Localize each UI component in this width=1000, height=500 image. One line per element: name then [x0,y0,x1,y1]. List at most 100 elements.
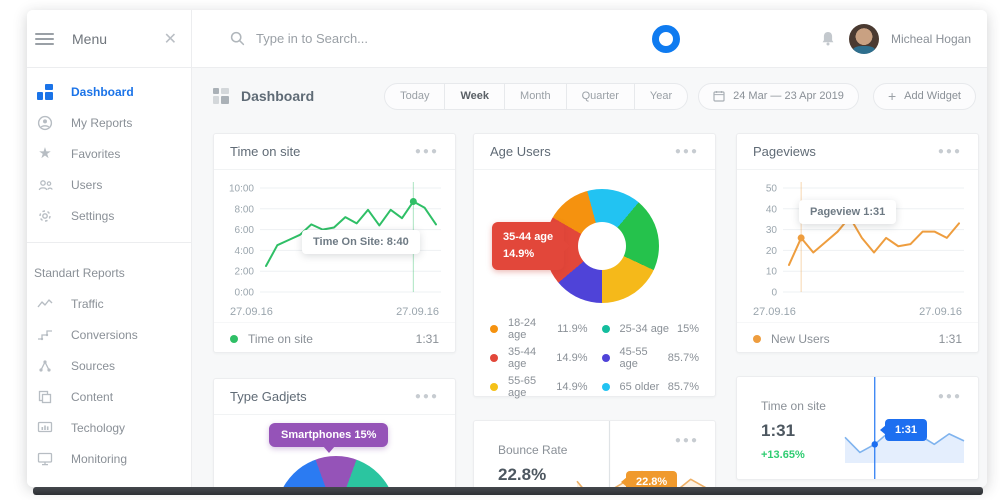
legend-label: 25-34 age [619,322,670,335]
sidebar-item-techology[interactable]: Techology [27,412,191,443]
svg-text:6:00: 6:00 [235,225,255,236]
card-header: Time on site ●●● [214,134,455,170]
sidebar-item-monitoring[interactable]: Monitoring [27,443,191,474]
sidebar-item-label: Sources [71,358,116,373]
card-menu-icon[interactable]: ●●● [937,146,962,157]
legend-value: 1:31 [415,331,439,346]
card-menu-icon[interactable]: ●●● [674,435,699,446]
svg-text:10:00: 10:00 [229,184,254,195]
sidebar-reports-nav: Traffic Conversions Sources [27,288,191,474]
monitor-icon [36,450,54,468]
donut-tooltip: Smartphones 15% [269,423,389,453]
legend-dot [490,353,498,362]
pageviews-line-chart[interactable]: 50 40 30 20 10 0 [737,170,980,302]
card-menu-icon[interactable]: ●●● [937,391,962,402]
svg-text:4:00: 4:00 [235,246,255,257]
user-name: Micheal Hogan [890,31,971,46]
legend-label: 35-44 age [508,345,537,370]
sidebar-divider [27,242,191,243]
sidebar-item-label: Traffic [71,296,104,311]
filter-month[interactable]: Month [505,83,567,109]
legend-item: 18-24 age 11.9% [490,314,588,343]
card-pageviews: Pageviews ●●● 50 40 30 20 10 0 Pageview 1:31 … [736,133,979,353]
calendar-icon [713,91,725,102]
branch-icon [36,357,54,375]
legend-value: 1:31 [938,331,962,346]
sidebar-item-label: Monitoring [71,451,128,466]
copy-icon [36,388,54,406]
brand-logo-icon[interactable] [652,25,680,53]
x-label-right: 27.09.16 [396,306,439,318]
svg-text:0: 0 [771,288,777,299]
sidebar-item-label: Settings [71,208,115,223]
stat-label: Time on site [761,399,826,413]
line-chart-icon [36,295,54,313]
sidebar-header: Menu ✕ [27,10,192,67]
search-input[interactable] [256,31,476,46]
tooltip-line2: 14.9% [503,248,535,260]
time-filter-group: Today Week Month Quarter Year [384,82,689,110]
card-menu-icon[interactable]: ●●● [414,391,439,402]
donut-hole [578,222,626,270]
svg-text:8:00: 8:00 [235,204,255,215]
sidebar-item-label: Conversions [71,327,138,342]
svg-text:30: 30 [766,225,778,236]
legend-item: 45-55 age 85.7% [601,343,699,372]
legend-row: Time on site 1:31 [214,322,455,354]
stat-delta: +13.65% [761,449,805,461]
topbar-right: Micheal Hogan [819,10,987,67]
sidebar-item-dashboard[interactable]: Dashboard [27,76,191,107]
sidebar-item-label: Favorites [71,146,121,161]
card-time-on-site-small: ●●● Time on site 1:31 +13.65% 1:31 [736,376,979,480]
legend-value: 85.7% [667,351,699,364]
add-widget-button[interactable]: + Add Widget [872,82,976,110]
user-avatar[interactable] [848,23,879,54]
type-gadjets-donut-chart[interactable] [276,456,396,487]
card-menu-icon[interactable]: ●●● [674,146,699,157]
add-widget-label: Add Widget [904,90,961,102]
filter-year[interactable]: Year [649,90,673,102]
date-range-picker[interactable]: 24 Mar — 23 Apr 2019 [698,82,859,110]
legend-dot [601,353,610,362]
sidebar-item-settings[interactable]: Settings [27,200,191,231]
svg-text:40: 40 [766,204,778,215]
stat-value: 1:31 [761,421,796,440]
main-content: Dashboard Today Week Month Quarter Year … [192,68,987,487]
sidebar-item-users[interactable]: Users [27,169,191,200]
sidebar-item-conversions[interactable]: Conversions [27,319,191,350]
topbar: Menu ✕ Micheal Hogan [27,10,987,68]
hamburger-menu-icon[interactable] [35,32,54,45]
chart-area: 50 40 30 20 10 0 Pageview 1:31 [737,170,978,302]
filter-week[interactable]: Week [445,83,506,109]
sidebar-item-traffic[interactable]: Traffic [27,288,191,319]
plus-icon: + [887,88,897,104]
svg-text:10: 10 [766,267,778,278]
card-menu-icon[interactable]: ●●● [414,146,439,157]
age-users-legend: 18-24 age 11.9% 25-34 age 15% 35-44 age 14.… [490,314,699,401]
filter-today[interactable]: Today [385,83,446,109]
close-icon[interactable]: ✕ [163,30,177,48]
conversions-icon [36,326,54,344]
sidebar-item-label: My Reports [71,115,133,130]
legend-label: 45-55 age [619,345,648,370]
sidebar-item-sources[interactable]: Sources [27,350,191,381]
card-title: Pageviews [753,144,816,159]
x-label-left: 27.09.16 [753,306,796,318]
person-icon [36,114,54,132]
legend-value: 14.9% [556,380,588,393]
legend-item: 35-44 age 14.9% [490,343,588,372]
card-age-users: Age Users ●●● 35-44 age 14.9% 18-24 age 1… [473,133,716,399]
mockup-base-bar [33,487,983,495]
bell-icon[interactable] [819,30,837,48]
card-title: Type Gadjets [230,389,307,404]
sidebar-item-my-reports[interactable]: My Reports [27,107,191,138]
card-title: Time on site [230,144,301,159]
sidebar-item-favorites[interactable]: ★ Favorites [27,138,191,169]
sidebar-section-title: Standart Reports [34,266,125,280]
sidebar-item-content[interactable]: Content [27,381,191,412]
page-title: Dashboard [241,88,315,104]
filter-quarter[interactable]: Quarter [567,83,635,109]
search-bar [192,10,819,67]
stat-label: Bounce Rate [498,443,568,457]
